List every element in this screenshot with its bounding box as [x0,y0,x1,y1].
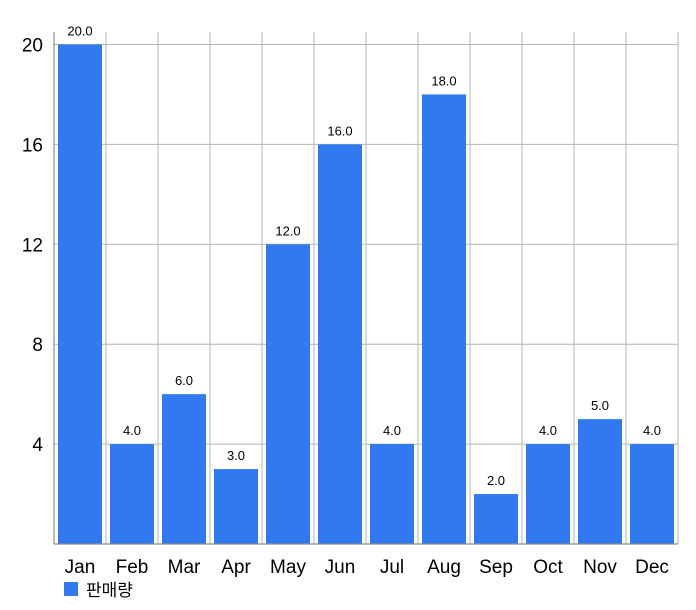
x-tick-label: Oct [533,557,563,578]
data-label: 4.0 [383,423,401,438]
data-label: 5.0 [591,398,609,413]
bar [266,244,310,545]
bar [526,444,570,544]
legend-label: 판매량 [86,581,133,601]
x-tick-label: Dec [635,557,669,578]
axes: 4 8 12 16 20 Jan Feb Mar Apr May Jun Jul Aug Sep Oct No… [22,32,678,578]
y-tick-label: 12 [22,235,43,256]
data-label: 6.0 [175,373,193,388]
data-label: 4.0 [643,423,661,438]
bars [58,44,674,545]
y-tick-label: 8 [32,335,43,356]
y-tick-label: 4 [32,435,43,456]
bar [370,444,414,544]
x-tick-label: Jan [65,557,96,578]
bar [110,444,154,544]
bar [578,419,622,544]
legend: 판매량 [64,576,133,601]
x-tick-label: Aug [427,557,461,578]
bar [630,444,674,544]
x-tick-label: Mar [168,557,201,578]
bar [422,94,466,544]
grid-lines [53,32,679,544]
bar [162,394,206,544]
data-label: 12.0 [275,223,300,238]
x-tick-label: Sep [479,557,513,578]
x-tick-label: May [270,557,306,578]
y-tick-label: 16 [22,135,43,156]
data-label: 3.0 [227,448,245,463]
x-tick-label: Feb [116,557,149,578]
data-labels: 20.0 4.0 6.0 3.0 12.0 16.0 4.0 18.0 2.0 4.0 5.0 4.0 [67,23,661,488]
data-label: 18.0 [431,73,456,88]
data-label: 16.0 [327,123,352,138]
data-label: 4.0 [123,423,141,438]
bar [318,144,362,544]
bar [58,44,102,545]
y-tick-label: 20 [22,35,43,56]
x-tick-label: Apr [221,557,251,578]
x-tick-label: Jun [325,557,356,578]
legend-swatch [64,581,78,596]
data-label: 2.0 [487,473,505,488]
x-tick-label: Nov [583,557,617,578]
data-label: 20.0 [67,23,92,38]
bar [214,469,258,544]
x-tick-label: Jul [380,557,404,578]
data-label: 4.0 [539,423,557,438]
bar [474,494,518,544]
